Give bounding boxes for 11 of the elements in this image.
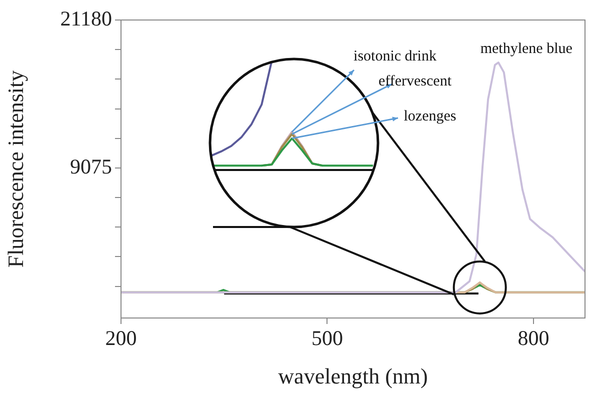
y-tick-label: 9075 bbox=[70, 154, 112, 178]
y-tick-label: 21180 bbox=[60, 6, 112, 31]
series-label: methylene blue bbox=[480, 40, 573, 57]
y-axis-title: Fluorescence intensity bbox=[2, 70, 28, 268]
text: isotonic drink bbox=[354, 48, 437, 64]
text: effervescent bbox=[378, 73, 452, 90]
x-tick-label: 200 bbox=[105, 326, 137, 350]
x-tick-label: 500 bbox=[311, 326, 343, 350]
text: lozenges bbox=[404, 108, 456, 124]
x-tick-label: 800 bbox=[518, 326, 550, 350]
x-axis-title: wavelength (nm) bbox=[278, 364, 428, 389]
